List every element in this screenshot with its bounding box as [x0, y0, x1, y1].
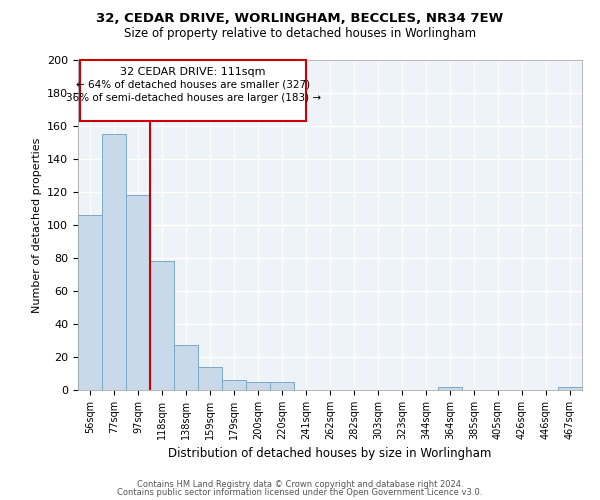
Text: Size of property relative to detached houses in Worlingham: Size of property relative to detached ho…	[124, 28, 476, 40]
Bar	[222, 380, 246, 390]
Text: 32, CEDAR DRIVE, WORLINGHAM, BECCLES, NR34 7EW: 32, CEDAR DRIVE, WORLINGHAM, BECCLES, NR…	[97, 12, 503, 26]
Bar	[198, 367, 222, 390]
Bar	[438, 386, 462, 390]
Bar	[174, 346, 198, 390]
Y-axis label: Number of detached properties: Number of detached properties	[32, 138, 41, 312]
X-axis label: Distribution of detached houses by size in Worlingham: Distribution of detached houses by size …	[169, 448, 491, 460]
FancyBboxPatch shape	[80, 60, 306, 121]
Text: 32 CEDAR DRIVE: 111sqm: 32 CEDAR DRIVE: 111sqm	[121, 66, 266, 76]
Bar	[78, 215, 102, 390]
Bar	[102, 134, 126, 390]
Text: 36% of semi-detached houses are larger (183) →: 36% of semi-detached houses are larger (…	[65, 93, 321, 103]
Bar	[558, 386, 582, 390]
Bar	[246, 382, 270, 390]
Bar	[126, 196, 150, 390]
Text: Contains HM Land Registry data © Crown copyright and database right 2024.: Contains HM Land Registry data © Crown c…	[137, 480, 463, 489]
Bar	[270, 382, 294, 390]
Bar	[150, 262, 174, 390]
Text: ← 64% of detached houses are smaller (327): ← 64% of detached houses are smaller (32…	[76, 80, 310, 90]
Text: Contains public sector information licensed under the Open Government Licence v3: Contains public sector information licen…	[118, 488, 482, 497]
